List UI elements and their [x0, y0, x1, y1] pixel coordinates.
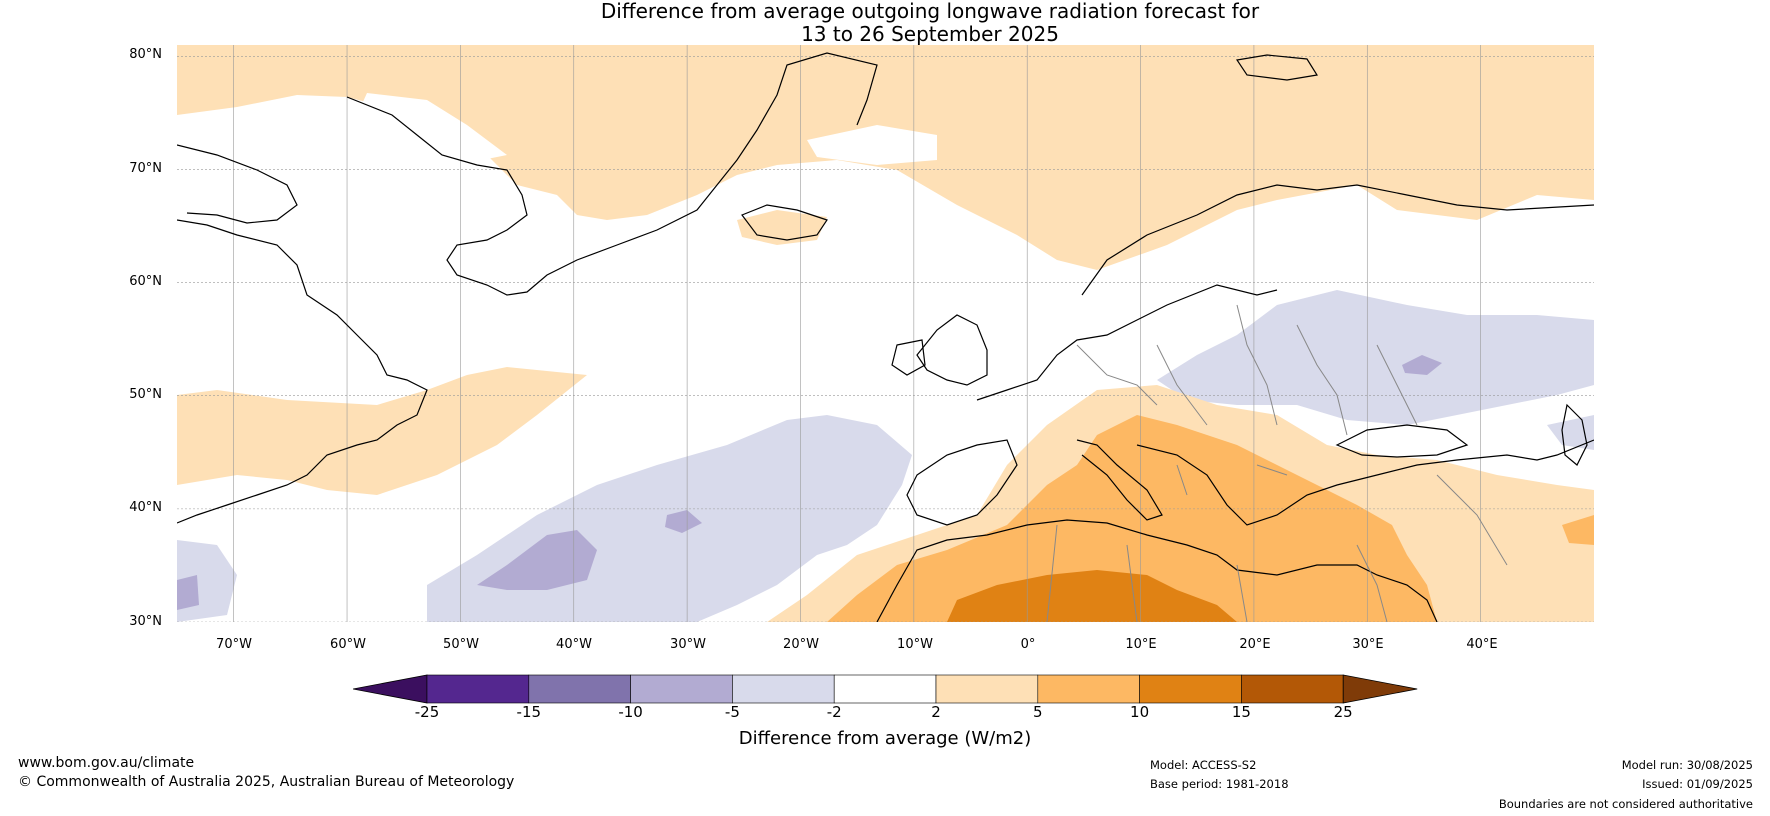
coastline-north-africa — [876, 519, 1438, 622]
lat-label-80n: 80°N — [129, 47, 162, 62]
anomaly-region-canada-orange — [177, 367, 587, 495]
map-panel — [177, 45, 1594, 622]
coastline-ireland — [891, 339, 926, 376]
footer-base-period: Base period: 1981-2018 — [1150, 777, 1289, 791]
colorbar-extend-high — [1342, 674, 1418, 704]
anomaly-region-greenland-white — [357, 93, 507, 165]
anomaly-region-iceland-orange — [737, 210, 827, 245]
colorbar-extend-low — [353, 674, 428, 704]
lat-label-30n: 30°N — [129, 614, 162, 629]
coastline-italy — [1076, 439, 1163, 521]
anomaly-region-atlantic-purple — [477, 530, 597, 590]
lon-label-40e: 40°E — [1466, 637, 1498, 652]
coastline-europe — [976, 284, 1278, 401]
colorbar-segment — [732, 674, 835, 704]
coastline-iberia — [906, 439, 1018, 526]
coastline-canada — [177, 219, 428, 524]
lon-label-10w: 10°W — [897, 637, 933, 652]
lon-label-20e: 20°E — [1239, 637, 1271, 652]
lat-label-40n: 40°N — [129, 500, 162, 515]
coastline-svalbard — [1235, 54, 1318, 81]
colorbar-tick-label: 25 — [1333, 703, 1353, 721]
gridlines — [177, 45, 1594, 622]
colorbar-tick-label: 2 — [931, 703, 941, 721]
colorbar-tick-label: 5 — [1033, 703, 1043, 721]
colorbar-segment — [528, 674, 631, 704]
colorbar-segment — [935, 674, 1039, 704]
colorbar-label: Difference from average (W/m2) — [738, 728, 1032, 749]
map-title-line2: 13 to 26 September 2025 — [801, 22, 1059, 46]
anomaly-fill-layer — [177, 45, 1594, 622]
anomaly-region-west-purple — [177, 575, 199, 610]
lon-label-60w: 60°W — [330, 637, 366, 652]
colorbar-tick-label: 10 — [1130, 703, 1150, 721]
anomaly-region-north-africa-darkorange — [947, 570, 1237, 622]
colorbar-segment — [1139, 674, 1242, 704]
colorbar-tick-label: -10 — [618, 703, 643, 721]
lon-label-0: 0° — [1020, 637, 1036, 652]
coastline-iceland — [741, 204, 828, 241]
anomaly-region-north-white — [807, 125, 937, 165]
footer-website: www.bom.gov.au/climate — [18, 755, 195, 771]
footer-disclaimer: Boundaries are not considered authoritat… — [1498, 797, 1753, 811]
anomaly-region-eeurope-purple — [1402, 355, 1442, 375]
lon-label-20w: 20°W — [783, 637, 819, 652]
footer-model-run: Model run: 30/08/2025 — [1621, 758, 1753, 772]
colorbar-segment — [630, 674, 733, 704]
footer-copyright: © Commonwealth of Australia 2025, Austra… — [18, 774, 515, 790]
coastline-greenland — [346, 52, 878, 296]
colorbar-tick-label: -15 — [516, 703, 542, 721]
lon-label-40w: 40°W — [556, 637, 592, 652]
colorbar-tick-label: -2 — [826, 703, 842, 721]
coastline-layer — [177, 52, 1594, 622]
anomaly-region-dark-spot — [987, 602, 1010, 617]
coastline-balkans — [1136, 439, 1594, 526]
coastline-baffin — [177, 144, 298, 224]
lat-label-50n: 50°N — [129, 387, 162, 402]
lat-label-70n: 70°N — [129, 161, 162, 176]
lon-label-30w: 30°W — [670, 637, 706, 652]
coastline-uk — [916, 314, 988, 386]
map-title-line1: Difference from average outgoing longwav… — [600, 0, 1260, 23]
anomaly-region-eeurope-lightpurple — [1157, 290, 1594, 425]
footer-model: Model: ACCESS-S2 — [1150, 758, 1257, 772]
anomaly-region-med-orange — [827, 415, 1437, 622]
coastline-scandinavia — [1081, 184, 1594, 296]
olr-anomaly-map — [177, 45, 1594, 622]
anomaly-region-east-orange — [1562, 515, 1594, 545]
colorbar-segment — [1037, 674, 1140, 704]
lat-label-60n: 60°N — [129, 274, 162, 289]
lon-label-30e: 30°E — [1352, 637, 1384, 652]
colorbar-segment — [426, 674, 530, 704]
lon-label-50w: 50°W — [443, 637, 479, 652]
coastline-black-sea — [1335, 424, 1469, 458]
footer-issued: Issued: 01/09/2025 — [1642, 777, 1753, 791]
colorbar-tick-label: -25 — [414, 703, 440, 721]
colorbar — [353, 674, 1418, 704]
lon-label-10e: 10°E — [1125, 637, 1157, 652]
border-lines — [1046, 304, 1508, 622]
colorbar-segment — [833, 674, 937, 704]
coastline-caspian — [1561, 403, 1588, 466]
lon-label-70w: 70°W — [216, 637, 252, 652]
borders-layer — [1046, 304, 1508, 622]
colorbar-tick-label: 15 — [1231, 703, 1251, 721]
colorbar-tick-label: -5 — [724, 703, 740, 721]
anomaly-region-atlantic-purple-small — [665, 510, 702, 533]
colorbar-segment — [1241, 674, 1344, 704]
